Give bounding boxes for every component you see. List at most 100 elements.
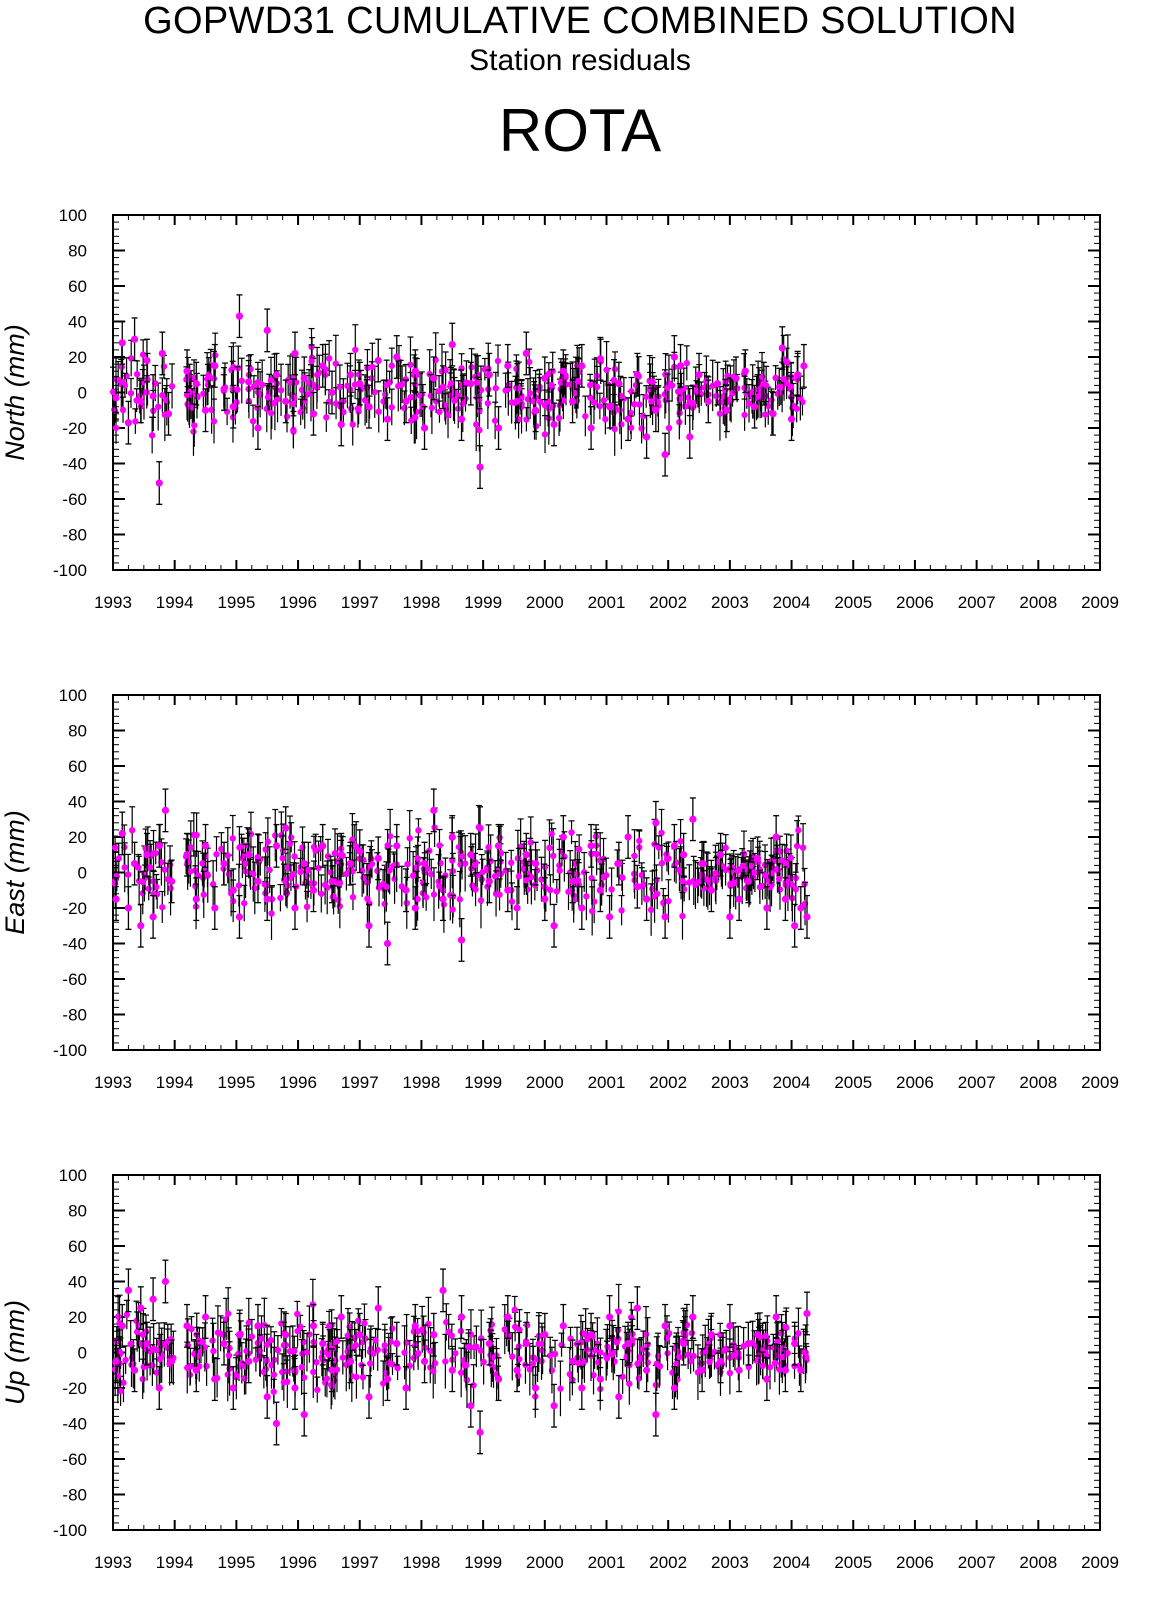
residual-point <box>308 358 315 365</box>
residual-point <box>496 891 503 898</box>
panel-0: 1993 1994 1995 1996 1997 1998 1999 2000 2001 2002… <box>0 206 1119 612</box>
residual-point <box>582 413 589 420</box>
residual-point <box>776 383 783 391</box>
residual-point <box>268 910 275 917</box>
residual-point <box>213 851 220 858</box>
residual-point <box>298 1364 305 1371</box>
x-tick-label: 1998 <box>403 1553 441 1572</box>
data-point <box>750 403 759 411</box>
data-point <box>661 913 669 921</box>
residual-point <box>224 852 231 859</box>
residual-point <box>548 381 555 389</box>
x-tick-label: 2003 <box>711 1073 749 1092</box>
residual-point <box>209 1337 216 1344</box>
residual-point <box>747 862 755 870</box>
residual-point <box>407 361 414 368</box>
residual-point <box>201 1344 209 1351</box>
residual-point <box>556 867 563 874</box>
residual-point <box>267 409 275 417</box>
residual-point <box>436 408 443 416</box>
data-point <box>356 847 364 855</box>
residual-point <box>264 394 272 401</box>
residual-point <box>574 877 582 884</box>
residual-point <box>745 400 753 407</box>
data-point <box>149 913 157 921</box>
x-tick-label: 2007 <box>958 1553 996 1572</box>
residual-point <box>267 1336 275 1344</box>
residual-point <box>555 414 563 422</box>
residual-point <box>518 403 525 410</box>
residual-point <box>676 866 683 874</box>
residual-point <box>127 390 135 397</box>
residual-point <box>690 399 697 407</box>
residual-point <box>674 388 682 395</box>
y-tick-label: -40 <box>62 935 87 954</box>
residual-point <box>706 1358 713 1366</box>
residual-point <box>618 907 625 914</box>
residual-point <box>193 831 200 839</box>
data-point <box>624 833 632 841</box>
data-point <box>596 355 604 363</box>
residual-point <box>456 896 464 903</box>
data-point <box>559 367 567 375</box>
data-point <box>772 833 780 841</box>
residual-point <box>206 374 214 381</box>
residual-point <box>313 371 321 379</box>
residual-point <box>471 861 479 869</box>
data-point <box>791 922 799 930</box>
residual-point <box>209 881 217 888</box>
x-tick-label: 2000 <box>526 1553 564 1572</box>
residual-point <box>312 847 319 855</box>
data-point <box>192 380 200 388</box>
y-tick-label: 20 <box>68 348 87 367</box>
residual-cloud <box>111 804 809 940</box>
data-point <box>319 842 327 850</box>
residual-point <box>153 883 160 891</box>
residual-point <box>354 405 362 412</box>
residual-point <box>366 861 374 869</box>
residual-point <box>768 870 775 877</box>
data-point <box>797 904 805 912</box>
data-point <box>158 349 166 358</box>
residual-point <box>431 824 438 831</box>
residual-point <box>109 388 117 396</box>
residual-point <box>331 850 339 857</box>
residual-point <box>208 406 215 413</box>
page-title: GOPWD31 CUMULATIVE COMBINED SOLUTION <box>143 0 1017 42</box>
residual-point <box>168 383 176 390</box>
residual-point <box>125 871 132 878</box>
data-point <box>485 371 493 379</box>
y-tick-label: 80 <box>68 722 87 741</box>
data-point <box>467 380 475 388</box>
residual-point <box>712 870 719 877</box>
residual-point <box>634 1360 641 1367</box>
residual-point <box>218 845 225 853</box>
data-point <box>430 806 438 814</box>
residual-point <box>526 390 534 397</box>
data-point <box>402 886 410 894</box>
residual-point <box>336 383 344 391</box>
residual-point <box>384 842 391 849</box>
y-tick-label: 0 <box>78 1344 87 1363</box>
x-tick-label: 1993 <box>94 1073 132 1092</box>
residual-point <box>190 428 197 435</box>
residual-point <box>388 362 396 369</box>
residual-point <box>210 1347 217 1355</box>
residual-point <box>318 890 325 897</box>
y-tick-label: -40 <box>62 455 87 474</box>
residual-point <box>761 872 769 879</box>
residual-point <box>497 849 505 857</box>
data-point <box>615 380 623 388</box>
data-point <box>763 904 771 912</box>
data-point <box>291 904 299 912</box>
residual-point <box>442 366 449 374</box>
data-point <box>778 344 786 352</box>
residual-point <box>556 402 564 409</box>
residual-point <box>599 874 607 881</box>
residual-point <box>363 398 370 405</box>
residual-point <box>644 1359 651 1366</box>
residual-point <box>596 857 604 864</box>
residual-point <box>430 891 438 898</box>
residual-point <box>566 1370 574 1378</box>
data-point <box>124 419 133 427</box>
